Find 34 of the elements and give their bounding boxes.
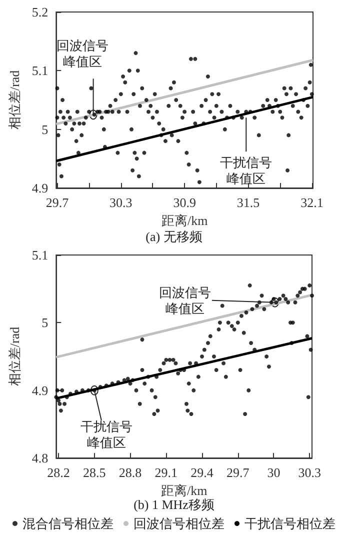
y-tick-label: 4.8 xyxy=(32,450,48,466)
annotation: 干扰信号峰值区 xyxy=(220,155,272,186)
x-tick-label: 29.4 xyxy=(190,465,214,480)
x-tick-label: 30.3 xyxy=(298,465,321,480)
x-tick-label: 29.7 xyxy=(226,465,250,480)
x-tick-label: 32.1 xyxy=(300,195,324,210)
y-tick-label: 5.2 xyxy=(32,4,48,20)
y-tick-label: 5 xyxy=(42,315,48,330)
text: (b) 1 MHz移频 xyxy=(134,497,214,512)
x-axis-title: 距离/km xyxy=(161,212,208,228)
y-tick-label: 4.9 xyxy=(32,180,48,196)
annotation: 干扰信号峰值区 xyxy=(80,418,132,450)
y-tick-label: 5.1 xyxy=(32,63,48,78)
legend-label: 回波信号相位差 xyxy=(134,516,224,531)
y-tick-label: 5 xyxy=(42,122,48,137)
y-tick-label: 4.9 xyxy=(32,382,48,398)
y-tick-label: 5.1 xyxy=(32,248,48,262)
y-axis-title: 相位差/rad xyxy=(7,326,22,386)
legend-label: 干扰信号相位差 xyxy=(244,516,336,531)
text: (a) 无移频 xyxy=(146,229,202,244)
x-tick-label: 31.5 xyxy=(236,195,260,210)
x-tick-label: 29.7 xyxy=(46,195,70,210)
x-tick-label: 29.1 xyxy=(154,465,178,480)
y-axis-title: 相位差/rad xyxy=(7,70,22,130)
x-tick-label: 30.3 xyxy=(110,195,132,210)
x-tick-label: 28.8 xyxy=(118,465,142,480)
annotation: 回波信号峰值区 xyxy=(56,38,108,70)
annotation: 回波信号峰值区 xyxy=(158,284,211,316)
legend-label: 混合信号相位差 xyxy=(22,516,114,531)
x-axis-title: 距离/km xyxy=(160,482,208,498)
x-tick-label: 28.5 xyxy=(83,465,106,480)
x-tick-label: 28.2 xyxy=(47,465,70,480)
x-tick-label: 30.9 xyxy=(173,195,196,210)
x-tick-label: 30 xyxy=(267,465,280,480)
